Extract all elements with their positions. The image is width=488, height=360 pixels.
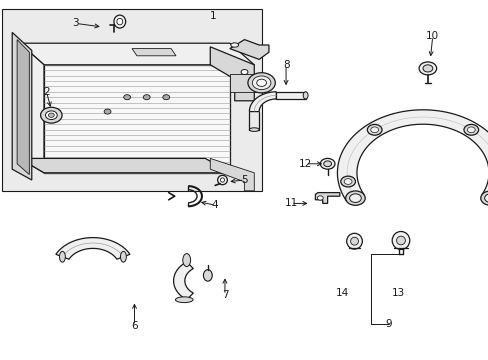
- Ellipse shape: [344, 179, 351, 184]
- Ellipse shape: [163, 95, 169, 100]
- Polygon shape: [337, 110, 488, 201]
- Ellipse shape: [247, 73, 275, 93]
- Polygon shape: [20, 43, 44, 173]
- Ellipse shape: [350, 237, 358, 245]
- Text: 1: 1: [209, 11, 216, 21]
- Ellipse shape: [303, 92, 307, 99]
- Polygon shape: [12, 32, 32, 180]
- Ellipse shape: [340, 176, 355, 187]
- Ellipse shape: [60, 251, 65, 262]
- Ellipse shape: [114, 15, 125, 28]
- Ellipse shape: [320, 158, 334, 169]
- Ellipse shape: [123, 95, 130, 100]
- Ellipse shape: [256, 79, 266, 86]
- Ellipse shape: [120, 251, 126, 262]
- Polygon shape: [2, 9, 261, 191]
- Polygon shape: [210, 158, 254, 191]
- Ellipse shape: [422, 65, 432, 72]
- Ellipse shape: [467, 127, 474, 133]
- Text: 3: 3: [72, 18, 79, 28]
- Polygon shape: [276, 92, 305, 99]
- Ellipse shape: [45, 111, 57, 120]
- Ellipse shape: [396, 236, 405, 245]
- Polygon shape: [20, 43, 254, 65]
- Ellipse shape: [391, 231, 409, 249]
- Ellipse shape: [249, 128, 259, 131]
- Ellipse shape: [183, 253, 190, 266]
- Text: 6: 6: [131, 321, 138, 331]
- Polygon shape: [315, 193, 339, 203]
- Text: 8: 8: [282, 60, 289, 70]
- Text: 11: 11: [284, 198, 297, 208]
- Polygon shape: [20, 158, 229, 173]
- Text: 2: 2: [43, 87, 50, 97]
- Text: 12: 12: [298, 159, 312, 169]
- Ellipse shape: [323, 161, 331, 167]
- Ellipse shape: [463, 125, 478, 135]
- Text: 7: 7: [221, 290, 228, 300]
- Text: 4: 4: [211, 200, 218, 210]
- Ellipse shape: [48, 113, 54, 117]
- Polygon shape: [173, 262, 193, 300]
- Text: 14: 14: [335, 288, 348, 298]
- Polygon shape: [17, 40, 29, 175]
- Ellipse shape: [217, 175, 227, 185]
- Ellipse shape: [175, 297, 193, 303]
- Ellipse shape: [252, 76, 270, 90]
- Polygon shape: [132, 49, 176, 56]
- Ellipse shape: [366, 125, 381, 135]
- Polygon shape: [56, 238, 130, 259]
- Ellipse shape: [143, 95, 150, 100]
- Ellipse shape: [203, 270, 212, 281]
- Ellipse shape: [418, 62, 436, 75]
- Ellipse shape: [220, 178, 224, 182]
- Text: 13: 13: [391, 288, 405, 298]
- Ellipse shape: [480, 191, 488, 205]
- Ellipse shape: [346, 233, 362, 249]
- Ellipse shape: [349, 194, 361, 202]
- Polygon shape: [229, 40, 268, 59]
- Ellipse shape: [41, 107, 62, 123]
- Polygon shape: [229, 74, 261, 92]
- Ellipse shape: [230, 43, 238, 47]
- Polygon shape: [249, 92, 276, 112]
- Ellipse shape: [370, 127, 378, 133]
- Ellipse shape: [317, 196, 323, 200]
- Text: 10: 10: [426, 31, 438, 41]
- Ellipse shape: [484, 194, 488, 202]
- Polygon shape: [210, 47, 254, 101]
- Ellipse shape: [241, 69, 247, 75]
- Text: 9: 9: [385, 319, 391, 329]
- Ellipse shape: [117, 18, 122, 25]
- Ellipse shape: [345, 191, 365, 205]
- Ellipse shape: [104, 109, 111, 114]
- Text: 5: 5: [241, 175, 247, 185]
- Polygon shape: [44, 65, 229, 173]
